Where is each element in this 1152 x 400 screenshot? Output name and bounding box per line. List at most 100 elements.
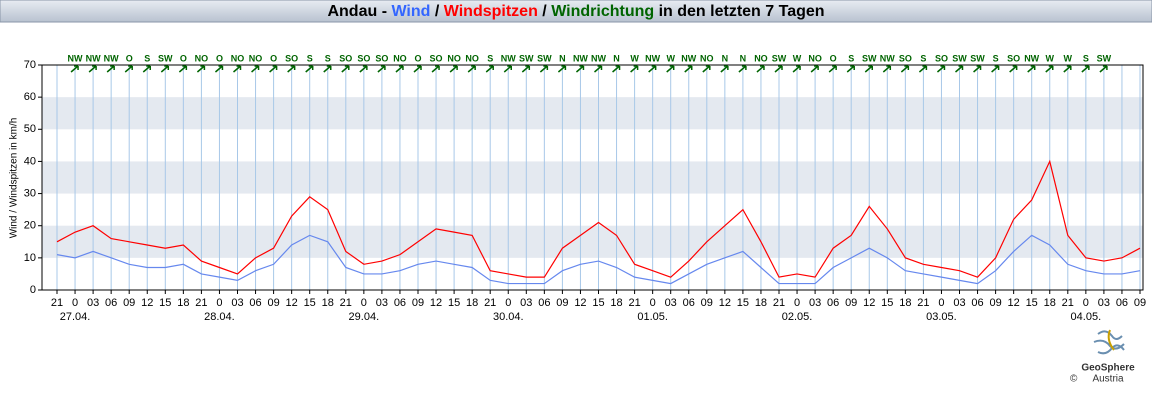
wind-arrow	[1081, 65, 1090, 73]
x-tick-label: 12	[1008, 297, 1020, 309]
wind-direction-label: S	[848, 53, 854, 63]
x-tick-label: 21	[917, 297, 929, 309]
wind-direction-label: SO	[375, 53, 388, 63]
logo-mark	[1107, 329, 1115, 351]
wind-direction-label: NW	[86, 53, 101, 63]
x-tick-label: 12	[141, 297, 153, 309]
x-tick-label: 15	[592, 297, 604, 309]
x-tick-label: 03	[376, 297, 388, 309]
date-label: 29.04.	[349, 311, 380, 323]
wind-arrow	[377, 65, 386, 73]
wind-direction-label: SW	[970, 53, 985, 63]
wind-arrow	[88, 65, 97, 73]
wind-direction-label: O	[830, 53, 837, 63]
wind-arrow	[341, 65, 350, 73]
x-tick-label: 0	[1083, 297, 1089, 309]
x-tick-label: 06	[971, 297, 983, 309]
y-tick-label: 50	[24, 123, 36, 135]
y-tick-label: 0	[30, 284, 36, 296]
wind-arrow	[882, 65, 892, 73]
wind-direction-label: SO	[339, 53, 352, 63]
wind-direction-label: NO	[700, 53, 714, 63]
x-tick-label: 03	[953, 297, 965, 309]
x-tick-label: 18	[466, 297, 478, 309]
wind-arrow	[395, 65, 404, 73]
plot-border	[41, 64, 1144, 291]
wind-direction-label: NO	[447, 53, 461, 63]
title-part: /	[538, 3, 551, 20]
wind-direction-label: NO	[808, 53, 822, 63]
x-tick-label: 21	[773, 297, 785, 309]
x-tick-label: 18	[755, 297, 767, 309]
x-tick-label: 21	[1062, 297, 1074, 309]
wind-arrow	[214, 65, 224, 73]
title-part: /	[430, 3, 443, 20]
wind-arrow	[720, 65, 729, 73]
x-tick-label: 18	[1044, 297, 1056, 309]
wind-arrow	[233, 65, 242, 73]
wind-arrow	[846, 65, 855, 73]
wind-arrow	[774, 65, 783, 73]
wind-direction-label: NW	[573, 53, 588, 63]
wind-arrow	[449, 65, 458, 73]
wind-direction-label: SO	[1007, 53, 1020, 63]
x-tick-label: 06	[1116, 297, 1128, 309]
x-tick-label: 21	[484, 297, 496, 309]
wind-arrow	[1027, 65, 1036, 73]
x-tick-label: 03	[520, 297, 532, 309]
wind-arrow	[323, 65, 332, 73]
wind-arrow	[666, 65, 675, 73]
wind-direction-label: W	[630, 53, 639, 63]
x-tick-label: 06	[827, 297, 839, 309]
wind-direction-label: SW	[1097, 53, 1112, 63]
wind-direction-label: S	[325, 53, 331, 63]
x-tick-label: 09	[412, 297, 424, 309]
y-tick-label: 30	[24, 187, 36, 199]
wind-direction-label: N	[613, 53, 620, 63]
wind-direction-label: O	[216, 53, 223, 63]
wind-arrow	[936, 65, 946, 73]
wind-arrow	[918, 65, 928, 73]
wind-arrow	[648, 65, 657, 73]
wind-direction-label: NW	[591, 53, 606, 63]
wind-direction-label: S	[920, 53, 926, 63]
x-tick-label: 21	[628, 297, 640, 309]
wind-direction-label: NW	[681, 53, 696, 63]
title-bar	[0, 0, 1152, 23]
copyright: ©	[1070, 374, 1078, 385]
wind-direction-label: SW	[772, 53, 787, 63]
x-tick-label: 15	[448, 297, 460, 309]
x-tick-label: 0	[794, 297, 800, 309]
wind-direction-label: SO	[430, 53, 443, 63]
title-part: Windspitzen	[444, 3, 538, 20]
x-tick-label: 15	[159, 297, 171, 309]
chart-title: Andau - Wind / Windspitzen / Windrichtun…	[327, 3, 824, 20]
wind-direction-label: SO	[935, 53, 948, 63]
x-tick-label: 12	[430, 297, 442, 309]
wind-arrow	[828, 65, 837, 73]
wind-arrow	[305, 65, 314, 73]
wind-direction-label: SW	[862, 53, 877, 63]
wind-arrow	[160, 65, 170, 73]
x-tick-label: 0	[72, 297, 78, 309]
y-tick-label: 20	[24, 220, 36, 232]
line-series	[56, 234, 1141, 285]
wind-arrow	[594, 65, 603, 73]
wind-direction-label: NW	[880, 53, 895, 63]
x-tick-label: 09	[556, 297, 568, 309]
wind-direction-label: SW	[537, 53, 552, 63]
wind-direction-label: W	[1064, 53, 1073, 63]
y-tick-label: 40	[24, 155, 36, 167]
date-label: 03.05.	[926, 311, 957, 323]
wind-arrow	[359, 65, 368, 73]
x-tick-label: 09	[1134, 297, 1146, 309]
date-label: 27.04.	[60, 311, 91, 323]
x-tick-label: 15	[737, 297, 749, 309]
y-axis-label: Wind / Windspitzen in km/h	[9, 118, 20, 239]
wind-arrow	[973, 65, 982, 73]
wind-arrow	[431, 65, 440, 73]
wind-arrow	[1063, 65, 1072, 73]
wind-direction-label: O	[126, 53, 133, 63]
wind-direction-label: NW	[645, 53, 660, 63]
wind-direction-label: S	[487, 53, 493, 63]
